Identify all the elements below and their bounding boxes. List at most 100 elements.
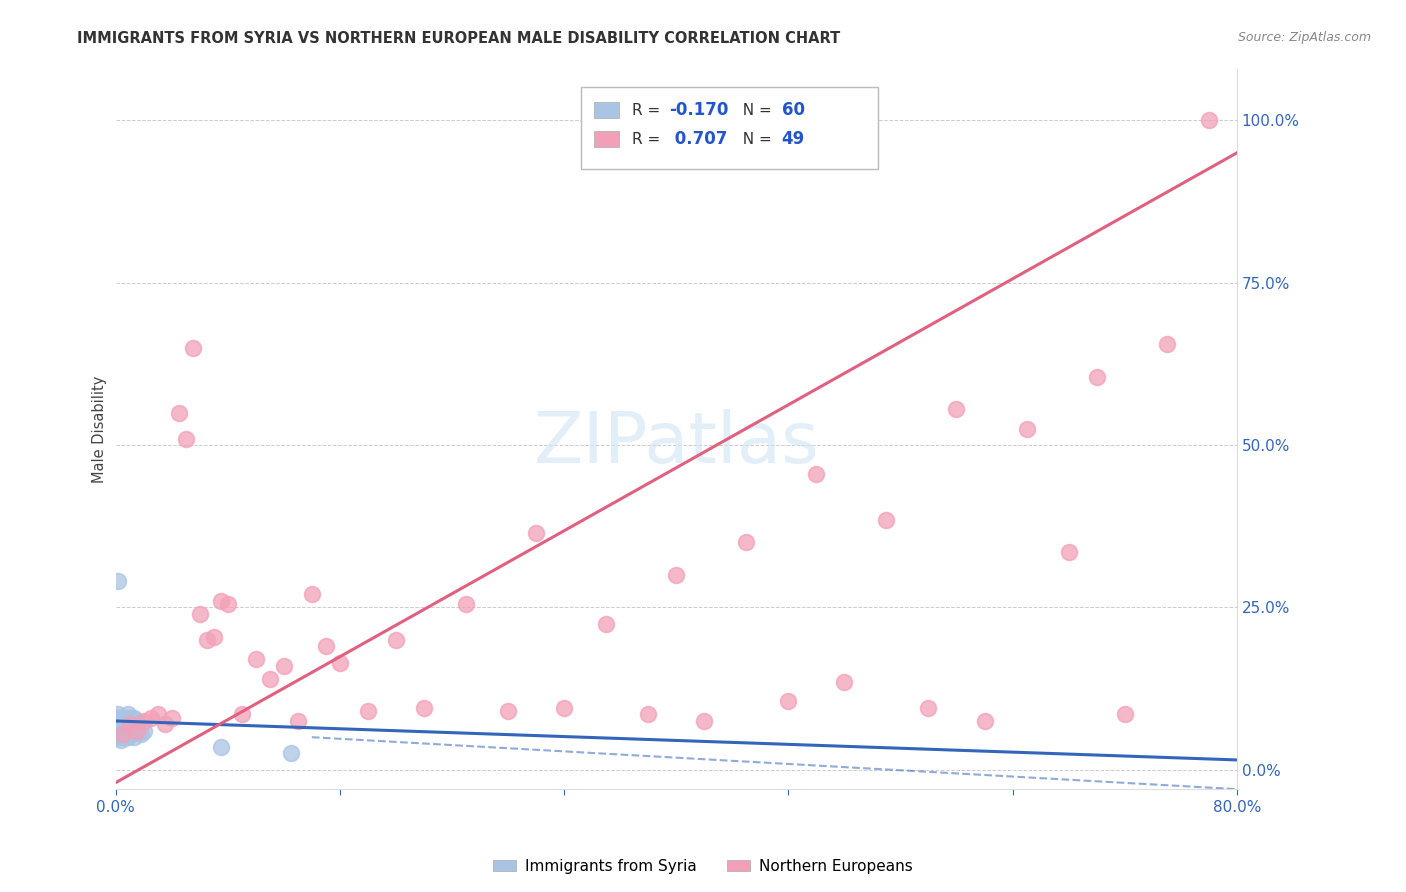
Point: [118, 714, 141, 728]
Point: [114, 717, 136, 731]
Point: [110, 721, 132, 735]
Point: [385, 632, 408, 647]
Point: [107, 727, 129, 741]
Point: [209, 594, 232, 608]
Point: [110, 727, 132, 741]
Point: [120, 711, 142, 725]
Point: [778, 694, 800, 708]
FancyBboxPatch shape: [581, 87, 877, 169]
Point: [115, 727, 138, 741]
Text: ZIPatlas: ZIPatlas: [533, 409, 820, 478]
Point: [202, 630, 225, 644]
Point: [107, 707, 129, 722]
Text: IMMIGRANTS FROM SYRIA VS NORTHERN EUROPEAN MALE DISABILITY CORRELATION CHART: IMMIGRANTS FROM SYRIA VS NORTHERN EUROPE…: [77, 31, 841, 46]
Point: [315, 640, 337, 654]
Point: [112, 714, 135, 728]
Point: [111, 717, 134, 731]
Point: [973, 714, 995, 728]
Point: [111, 723, 134, 738]
Point: [105, 711, 128, 725]
Point: [110, 733, 132, 747]
Point: [273, 658, 295, 673]
Point: [454, 597, 477, 611]
Point: [735, 535, 758, 549]
Point: [287, 714, 309, 728]
Point: [111, 727, 134, 741]
Point: [112, 717, 135, 731]
Point: [122, 711, 145, 725]
Point: [115, 730, 138, 744]
Point: [834, 675, 856, 690]
Point: [108, 717, 131, 731]
Point: [118, 717, 141, 731]
Point: [114, 721, 136, 735]
Text: N =: N =: [734, 103, 778, 118]
Point: [595, 616, 617, 631]
Point: [693, 714, 716, 728]
Point: [1198, 113, 1220, 128]
Point: [301, 587, 323, 601]
Point: [181, 341, 204, 355]
Point: [111, 727, 134, 741]
Point: [329, 656, 352, 670]
Point: [105, 730, 128, 744]
Point: [209, 739, 232, 754]
Point: [114, 723, 136, 738]
Text: R =: R =: [633, 132, 665, 146]
Point: [665, 568, 688, 582]
Point: [553, 701, 575, 715]
Point: [125, 723, 148, 738]
Point: [167, 406, 190, 420]
Point: [1085, 370, 1108, 384]
Point: [357, 704, 380, 718]
Point: [110, 711, 132, 725]
Y-axis label: Male Disability: Male Disability: [93, 376, 107, 483]
Text: 0.707: 0.707: [669, 130, 728, 148]
Point: [945, 402, 967, 417]
Point: [112, 730, 135, 744]
Point: [108, 730, 131, 744]
Point: [107, 721, 129, 735]
Point: [120, 723, 142, 738]
Point: [524, 525, 547, 540]
Point: [108, 730, 131, 744]
Point: [114, 711, 136, 725]
Point: [108, 723, 131, 738]
Point: [1057, 545, 1080, 559]
Point: [111, 727, 134, 741]
Point: [217, 597, 239, 611]
Point: [153, 717, 176, 731]
Legend: Immigrants from Syria, Northern Europeans: Immigrants from Syria, Northern European…: [486, 853, 920, 880]
Point: [124, 717, 146, 731]
Point: [1156, 337, 1178, 351]
Point: [117, 721, 139, 735]
Point: [245, 652, 267, 666]
Point: [139, 711, 162, 725]
Point: [188, 607, 211, 621]
Point: [115, 717, 138, 731]
Point: [112, 727, 135, 741]
Point: [146, 707, 169, 722]
Text: 49: 49: [782, 130, 804, 148]
Point: [110, 714, 132, 728]
Point: [107, 723, 129, 738]
Point: [108, 714, 131, 728]
Point: [1114, 707, 1136, 722]
Point: [107, 730, 129, 744]
Point: [111, 723, 134, 738]
Point: [122, 730, 145, 744]
Point: [160, 711, 183, 725]
Point: [1015, 422, 1038, 436]
Point: [117, 730, 139, 744]
Point: [875, 513, 897, 527]
Text: Source: ZipAtlas.com: Source: ZipAtlas.com: [1237, 31, 1371, 45]
Point: [174, 432, 197, 446]
Point: [413, 701, 436, 715]
Point: [132, 723, 155, 738]
Point: [117, 721, 139, 735]
Point: [259, 672, 281, 686]
Point: [111, 717, 134, 731]
Point: [125, 714, 148, 728]
Point: [280, 747, 302, 761]
Text: R =: R =: [633, 103, 665, 118]
